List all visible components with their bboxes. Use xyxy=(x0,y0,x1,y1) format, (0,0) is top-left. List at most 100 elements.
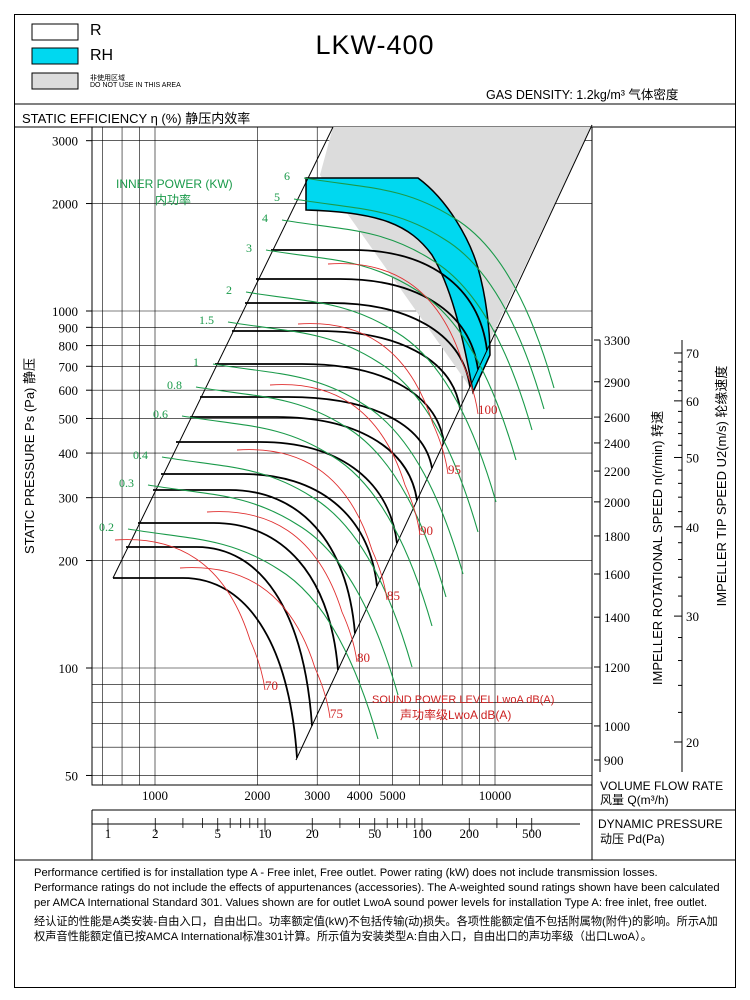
gas-density-value: : 1.2kg/m³ xyxy=(569,88,625,102)
tip-speed-axis-label: IMPELLER TIP SPEED U2(m/s) 轮缘速度 xyxy=(714,366,729,607)
sound-power-label: 75 xyxy=(330,706,343,721)
y-tick-label: 100 xyxy=(59,661,79,676)
sound-power-curve xyxy=(114,539,266,691)
y-tick-label: 700 xyxy=(59,359,79,374)
y-tick-label: 600 xyxy=(59,383,79,398)
y-tick-label: 300 xyxy=(59,491,79,506)
inner-power-label: 0.6 xyxy=(153,407,168,421)
inner-power-label: 1.5 xyxy=(199,313,214,327)
gas-density: GAS DENSITY: 1.2kg/m³ 气体密度 xyxy=(486,84,678,103)
inner-power-curve xyxy=(127,528,379,740)
page-title: LKW-400 xyxy=(315,30,435,60)
sound-power-title-cn: 声功率级LwoA dB(A) xyxy=(400,707,511,722)
y-tick-label: 900 xyxy=(59,320,79,335)
y-tick-label: 200 xyxy=(59,554,79,569)
inner-power-label: 6 xyxy=(284,169,290,183)
gas-density-label: GAS DENSITY xyxy=(486,88,570,102)
sound-power-label: 80 xyxy=(357,650,370,665)
tip-speed-tick-label: 20 xyxy=(686,735,699,750)
rpm-tick-label: 900 xyxy=(604,753,624,768)
inner-power-curve xyxy=(181,415,433,627)
rpm-tick-label: 2200 xyxy=(604,464,630,479)
speed-curve xyxy=(161,473,378,587)
dyn-tick-label: 50 xyxy=(368,826,381,841)
inner-power-curve xyxy=(303,177,555,389)
inner-power-curves xyxy=(127,177,555,740)
tip-speed-tick-label: 30 xyxy=(686,609,699,624)
inner-power-label: 1 xyxy=(193,355,199,369)
speed-curve xyxy=(190,416,418,501)
sound-power-curve xyxy=(179,567,331,719)
x-tick-label: 1000 xyxy=(142,788,168,803)
inner-power-curve xyxy=(265,249,517,461)
y-axis-label: STATIC PRESSURE Ps (Pa) 静压 xyxy=(22,358,37,554)
sound-power-label: 95 xyxy=(448,462,461,477)
dyn-tick-label: 100 xyxy=(412,826,432,841)
notes-cn: 经认证的性能是A类安装-自由入口，自由出口。功率额定值(kW)不包括传输(动)损… xyxy=(34,916,718,943)
inner-power-curve xyxy=(195,386,447,598)
speed-curve xyxy=(153,489,356,634)
rpm-axis-label: IMPELLER ROTATIONAL SPEED n(r/min) 转速 xyxy=(650,411,665,685)
inner-power-label: 0.3 xyxy=(119,476,134,490)
y-tick-label: 800 xyxy=(59,339,79,354)
legend-swatch-rh xyxy=(31,47,79,65)
speed-curve xyxy=(138,522,339,670)
gas-density-label-cn: 气体密度 xyxy=(628,88,679,102)
y-tick-label: 500 xyxy=(59,411,79,426)
tip-speed-tick-label: 70 xyxy=(686,346,699,361)
dyn-tick-label: 2 xyxy=(152,826,159,841)
x-axis-label-en: VOLUME FLOW RATE xyxy=(600,779,723,793)
inner-power-curve xyxy=(147,484,399,696)
y-tick-label: 1000 xyxy=(52,304,78,319)
rpm-tick-label: 1000 xyxy=(604,719,630,734)
inner-power-curve xyxy=(245,291,497,503)
x-tick-label: 2000 xyxy=(244,788,270,803)
dyn-tick-label: 200 xyxy=(460,826,480,841)
speed-curve xyxy=(271,249,488,351)
inner-power-title-cn: 内功率 xyxy=(155,192,191,207)
rpm-tick-label: 2600 xyxy=(604,410,630,425)
speed-curve xyxy=(232,330,461,409)
y-tick-label: 2000 xyxy=(52,197,78,212)
left-boundary-line xyxy=(112,126,334,579)
efficiency-header: STATIC EFFICIENCY η (%) 静压内效率 xyxy=(22,111,251,126)
rpm-tick-label: 1800 xyxy=(604,529,630,544)
legend-label-rh: RH xyxy=(90,47,114,64)
speed-curve xyxy=(200,396,433,469)
y-tick-label: 400 xyxy=(59,446,79,461)
y-tick-label: 3000 xyxy=(52,134,78,149)
legend-swatch-do-not-use xyxy=(31,72,79,90)
sound-power-label: 90 xyxy=(420,523,433,538)
sound-power-label: 100 xyxy=(478,402,498,417)
rpm-tick-label: 1200 xyxy=(604,660,630,675)
dyn-axis-label-cn: 动压 Pd(Pa) xyxy=(600,832,665,846)
inner-power-label: 4 xyxy=(262,211,268,225)
sound-power-curve xyxy=(206,511,358,663)
inner-power-label: 0.4 xyxy=(133,448,148,462)
sound-power-curve xyxy=(327,263,479,415)
x-tick-label: 10000 xyxy=(479,788,512,803)
rpm-tick-label: 3300 xyxy=(604,333,630,348)
sound-power-label: 70 xyxy=(265,678,278,693)
sound-power-title: SOUND POWER LEVEL LwoA dB(A) xyxy=(372,694,554,706)
inner-power-label: 2 xyxy=(226,283,232,297)
inner-power-curve xyxy=(281,219,533,431)
dyn-tick-label: 5 xyxy=(214,826,221,841)
tip-speed-tick-label: 50 xyxy=(686,450,699,465)
tip-speed-tick-label: 40 xyxy=(686,520,699,535)
inner-power-curve xyxy=(293,198,545,410)
inner-power-label: 3 xyxy=(246,241,252,255)
dyn-tick-label: 20 xyxy=(306,826,319,841)
inner-power-label: 0.8 xyxy=(167,378,182,392)
speed-curve xyxy=(176,441,398,544)
dyn-tick-label: 1 xyxy=(105,826,112,841)
speed-curve xyxy=(215,363,445,443)
rpm-tick-label: 1600 xyxy=(604,567,630,582)
dyn-tick-label: 500 xyxy=(522,826,542,841)
sound-power-curve xyxy=(297,323,449,475)
inner-power-curve xyxy=(161,456,413,668)
speed-curve xyxy=(126,546,313,726)
legend-label-r: R xyxy=(90,22,102,39)
